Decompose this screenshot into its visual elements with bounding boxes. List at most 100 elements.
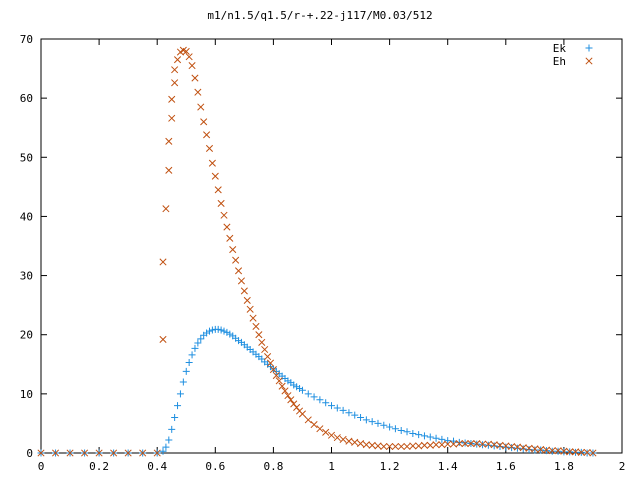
data-point-eh [217,199,225,207]
data-point-eh [264,353,272,361]
data-point-ek [226,330,234,338]
data-point-eh [255,331,263,339]
data-point-ek [290,381,298,389]
data-point-eh [531,445,539,453]
data-point-eh [284,392,292,400]
data-point-eh [171,66,179,74]
data-point-ek [310,393,318,401]
x-tick-label: 1 [328,460,335,473]
data-point-ek [403,428,411,436]
data-point-ek [322,399,330,407]
data-point-ek [165,436,173,444]
data-point-ek [432,434,440,442]
data-point-eh [51,449,60,457]
data-point-ek [351,411,359,419]
data-point-eh [214,186,222,194]
x-axis: 0 0.2 0.4 0.6 0.8 1 1.2 1.4 1.6 1.8 2 [38,39,626,473]
data-point-eh [461,439,469,448]
data-point-eh [513,443,521,451]
data-point-eh [473,439,481,448]
data-point-eh [240,287,248,295]
data-point-eh [203,131,211,139]
data-point-ek [391,425,399,433]
data-point-eh [508,442,516,451]
data-point-eh [162,205,170,213]
data-point-ek [235,337,243,345]
data-point-eh [159,258,167,266]
data-point-eh [420,441,429,449]
data-point-ek [188,351,196,359]
data-point-ek [284,377,292,385]
data-point-eh [519,444,527,452]
legend-label-eh: Eh [553,55,566,68]
x-tick-label: 0 [38,460,45,473]
data-point-eh [484,440,492,448]
y-tick-label: 60 [20,92,33,105]
y-tick-label: 0 [26,447,33,460]
y-tick-label: 10 [20,388,33,401]
data-point-eh [173,56,182,64]
data-point-eh [548,447,556,455]
data-point-eh [194,88,202,96]
data-point-eh [249,314,257,322]
data-point-ek [409,429,417,437]
data-point-eh [554,447,562,455]
data-point-eh [345,437,353,445]
data-point-eh [356,439,365,448]
legend-marker-eh [585,57,593,65]
data-point-ek [484,441,492,449]
data-point-eh [226,234,234,242]
data-point-ek [339,406,347,414]
x-tick-label: 2 [619,460,626,473]
data-point-ek [171,414,179,422]
data-point-ek [293,383,301,391]
data-point-eh [386,442,394,451]
data-point-eh [310,421,318,429]
data-point-ek [168,425,176,433]
data-point-eh [165,137,173,145]
data-point-eh [444,440,452,448]
data-point-eh [380,442,388,451]
data-point-eh [502,442,510,450]
data-point-eh [432,441,440,449]
data-point-eh [246,305,254,313]
series-eh [37,46,597,457]
data-point-ek [386,423,394,431]
series-layer [37,46,597,457]
data-point-eh [368,441,376,449]
y-tick-label: 20 [20,329,33,342]
data-point-ek [328,402,335,410]
data-point-eh [496,441,504,449]
data-point-eh [327,431,336,439]
data-point-ek [182,367,190,375]
data-point-eh [304,416,312,424]
data-point-eh [211,172,219,180]
data-point-eh [339,435,347,443]
data-point-eh [182,47,190,55]
data-point-eh [165,166,173,174]
data-point-ek [203,329,211,337]
data-point-eh [560,447,568,455]
data-point-ek [214,325,222,333]
data-point-ek [490,442,498,450]
data-point-eh [362,441,370,449]
x-tick-label: 1.2 [380,460,400,473]
data-point-eh [237,277,245,285]
y-tick-label: 50 [20,151,33,164]
data-point-eh [415,442,423,450]
data-point-ek [191,344,199,352]
data-point-eh [81,449,89,457]
data-point-ek [426,433,434,441]
data-point-eh [110,449,118,457]
data-point-eh [409,442,417,450]
data-point-eh [261,345,269,354]
legend-marker-ek [585,44,593,52]
data-point-eh [298,410,307,418]
data-point-ek [345,409,353,417]
data-point-ek [333,404,341,412]
data-point-ek [362,416,370,424]
data-point-ek [513,444,521,452]
y-tick-label: 30 [20,270,33,283]
